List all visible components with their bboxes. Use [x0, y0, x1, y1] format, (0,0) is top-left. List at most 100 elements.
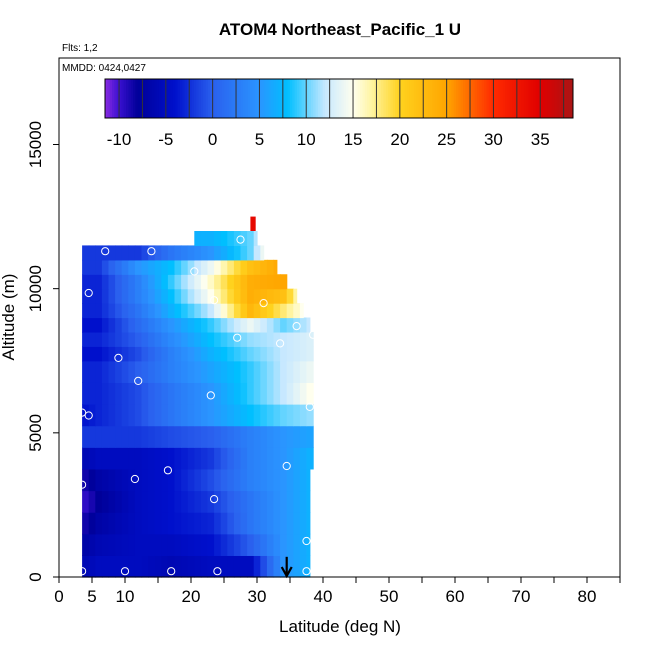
- heatmap-cell: [181, 490, 189, 513]
- heatmap-cell: [187, 447, 195, 470]
- heatmap-cell: [240, 533, 248, 556]
- heatmap-cell: [121, 331, 129, 347]
- heatmap-cell: [227, 512, 235, 535]
- colorbar-segment: [329, 79, 333, 118]
- colorbar-segment: [135, 79, 139, 118]
- heatmap-cell: [273, 317, 281, 333]
- heatmap-cell: [161, 360, 169, 383]
- colorbar-segment: [364, 79, 368, 118]
- heatmap-cell: [148, 490, 156, 513]
- heatmap-cell: [108, 288, 116, 304]
- heatmap-cell: [220, 231, 228, 247]
- colorbar-segment: [245, 79, 249, 118]
- heatmap-cell: [286, 303, 294, 319]
- heatmap-cell: [200, 490, 209, 513]
- colorbar-segment: [374, 79, 377, 118]
- sample-point: [213, 567, 222, 576]
- heatmap-cell: [181, 303, 189, 319]
- colorbar-segment: [500, 79, 504, 118]
- heatmap-cell: [286, 468, 294, 492]
- heatmap-cell: [174, 259, 182, 275]
- heatmap-cell: [260, 317, 268, 333]
- heatmap-cell: [115, 331, 123, 347]
- colorbar-segment: [285, 79, 289, 118]
- heatmap-cell: [214, 533, 222, 556]
- heatmap-cell: [181, 382, 189, 405]
- colorbar-segment: [460, 79, 464, 118]
- heatmap-cell: [101, 490, 110, 513]
- heatmap-cell: [260, 490, 268, 513]
- heatmap-cell: [227, 447, 235, 470]
- colorbar-segment: [519, 79, 523, 118]
- heatmap-cell: [187, 360, 195, 383]
- heatmap-cell: [95, 274, 103, 290]
- heatmap-cell: [115, 447, 123, 470]
- sample-point: [120, 567, 130, 576]
- heatmap-cell: [121, 274, 129, 290]
- colorbar-segment: [198, 79, 202, 118]
- heatmap-cell: [101, 533, 110, 556]
- heatmap-cell: [181, 425, 189, 448]
- heatmap-cell: [214, 425, 222, 448]
- colorbar-segment: [465, 79, 469, 118]
- heatmap-cell: [121, 360, 129, 383]
- heatmap-cell: [286, 346, 294, 362]
- heatmap-cell: [88, 425, 96, 448]
- heatmap-cell: [88, 259, 96, 275]
- heatmap-cell: [306, 447, 314, 470]
- heatmap-cell: [148, 425, 156, 448]
- heatmap-cell: [280, 404, 288, 427]
- heatmap-cell: [167, 331, 176, 347]
- colorbar-segment: [353, 79, 356, 118]
- heatmap-cell: [247, 382, 255, 405]
- heatmap-cell: [220, 533, 228, 556]
- heatmap-cell: [82, 425, 90, 448]
- colorbar-segment: [542, 79, 546, 118]
- colorbar-segment: [301, 79, 305, 118]
- heatmap-cell: [134, 245, 143, 261]
- colorbar-tick-label: -5: [158, 130, 173, 149]
- heatmap-cell: [82, 259, 90, 275]
- heatmap-cell: [200, 533, 209, 556]
- colorbar-segment: [264, 79, 267, 118]
- heatmap-cell: [128, 245, 136, 261]
- heatmap-cell: [306, 425, 314, 448]
- heatmap-cell: [161, 404, 169, 427]
- colorbar-segment: [470, 79, 473, 118]
- heatmap-cell: [233, 245, 242, 261]
- colorbar-segment: [495, 79, 499, 118]
- heatmap-cell: [266, 425, 275, 448]
- heatmap-cell: [82, 512, 90, 535]
- heatmap-cell: [200, 468, 209, 492]
- heatmap-cell: [181, 288, 189, 304]
- heatmap-cell: [293, 288, 298, 304]
- heatmap-cell: [181, 360, 189, 383]
- heatmap-cell: [207, 468, 215, 492]
- heatmap-cell: [148, 555, 156, 578]
- colorbar-segment: [299, 79, 303, 118]
- heatmap-cell: [167, 425, 176, 448]
- heatmap-cell: [207, 360, 215, 383]
- heatmap-cell: [148, 382, 156, 405]
- colorbar-segment: [200, 79, 204, 118]
- colorbar-segment: [570, 79, 574, 118]
- x-axis: 0 5 10 20 30 40 50 60 70 80: [54, 577, 621, 606]
- colorbar-segment: [507, 79, 511, 118]
- heatmap-cell: [174, 382, 182, 405]
- colorbar-segment: [434, 79, 438, 118]
- sample-point: [114, 353, 123, 362]
- heatmap-cell: [233, 317, 242, 333]
- heatmap-cell: [121, 425, 129, 448]
- heatmap-cell: [200, 447, 209, 470]
- heatmap-cell: [273, 468, 281, 492]
- heatmap-cell: [88, 346, 96, 362]
- heatmap-cell: [141, 245, 149, 261]
- colorbar-segment: [324, 79, 328, 118]
- colorbar-segment: [214, 79, 218, 118]
- colorbar-segment: [493, 79, 497, 118]
- heatmap-cell: [227, 331, 235, 347]
- heatmap-cell: [233, 555, 242, 578]
- heatmap-cell: [115, 425, 123, 448]
- heatmap-cell: [227, 425, 235, 448]
- heatmap-cell: [108, 382, 116, 405]
